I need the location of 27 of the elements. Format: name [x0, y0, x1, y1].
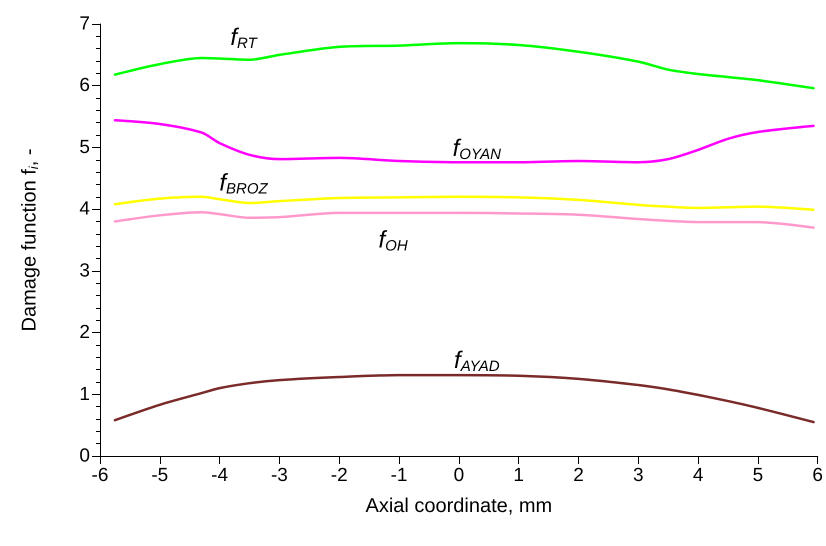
x-tick-label: 0 — [454, 465, 464, 486]
y-tick-label: 7 — [79, 14, 90, 34]
x-tick-label: 2 — [573, 465, 584, 486]
x-tick-label: -5 — [151, 465, 168, 486]
y-tick-label: 0 — [79, 446, 90, 466]
line-series — [114, 196, 815, 212]
y-tick-label: 1 — [79, 384, 90, 405]
y-tick-label: 2 — [79, 322, 90, 344]
x-tick-label: -2 — [330, 465, 348, 486]
x-tick-label: 4 — [692, 465, 704, 486]
x-tick-label: -6 — [92, 465, 108, 486]
x-tick-label: 6 — [812, 465, 824, 486]
y-tick-label: 3 — [79, 260, 90, 282]
x-tick-label: -4 — [211, 465, 228, 486]
line-series — [114, 374, 815, 424]
x-tick-label: 3 — [633, 465, 644, 486]
y-tick-label: 4 — [79, 198, 90, 220]
x-axis-title: Axial coordinate, mm — [365, 495, 552, 517]
x-tick-label: -1 — [390, 465, 408, 486]
y-axis-title: Damage function fi, - — [18, 148, 41, 332]
line-series — [114, 210, 815, 229]
x-tick-label: 1 — [513, 465, 524, 486]
x-tick-label: -3 — [270, 465, 288, 486]
y-tick-label: 5 — [79, 136, 90, 158]
line-series — [114, 119, 815, 164]
x-tick-label: 5 — [752, 465, 764, 486]
y-tick-label: 6 — [79, 75, 90, 96]
